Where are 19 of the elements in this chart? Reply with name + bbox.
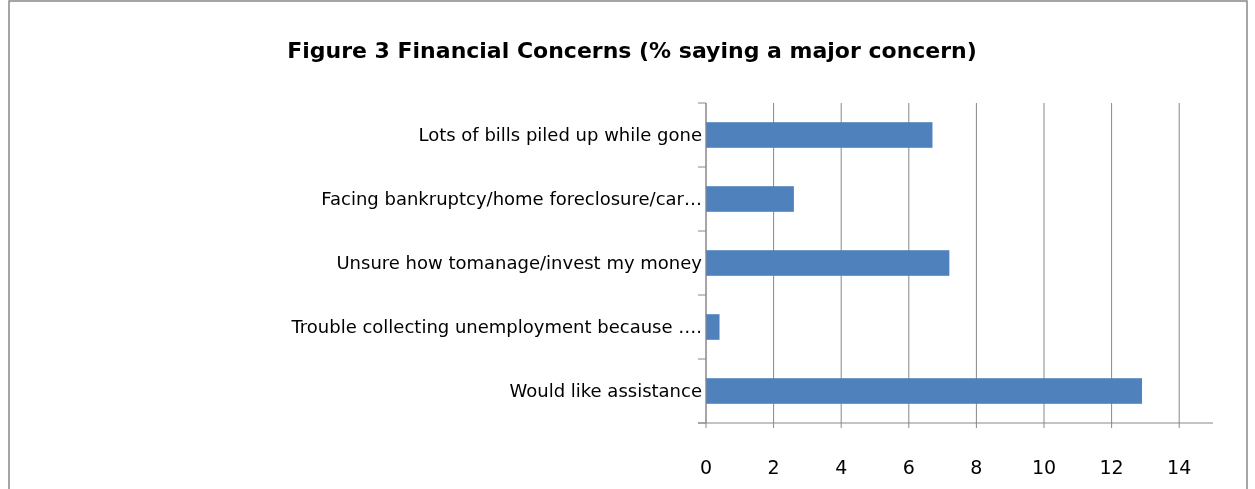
x-tick-label: 12 xyxy=(1099,456,1124,478)
y-tick-label: Facing bankruptcy/home foreclosure/car… xyxy=(321,188,702,209)
bar xyxy=(706,122,933,148)
x-tick-label: 8 xyxy=(970,456,983,478)
bar xyxy=(706,378,1143,404)
bar xyxy=(706,186,794,212)
chart-title: Figure 3 Financial Concerns (% saying a major concern) xyxy=(287,38,977,63)
bar xyxy=(706,250,950,276)
x-tick-label: 2 xyxy=(767,456,780,478)
y-tick-label: Would like assistance xyxy=(509,380,702,401)
x-tick-label: 0 xyxy=(699,456,713,478)
y-tick-label: Lots of bills piled up while gone xyxy=(418,124,702,145)
bar xyxy=(706,314,720,340)
x-tick-label: 6 xyxy=(902,456,915,478)
y-tick-label: Trouble collecting unemployment because …. xyxy=(290,316,702,337)
x-tick-label: 4 xyxy=(835,456,848,478)
x-tick-label: 14 xyxy=(1167,456,1192,478)
x-tick-label: 10 xyxy=(1031,456,1057,478)
y-tick-label: Unsure how tomanage/invest my money xyxy=(336,252,703,273)
